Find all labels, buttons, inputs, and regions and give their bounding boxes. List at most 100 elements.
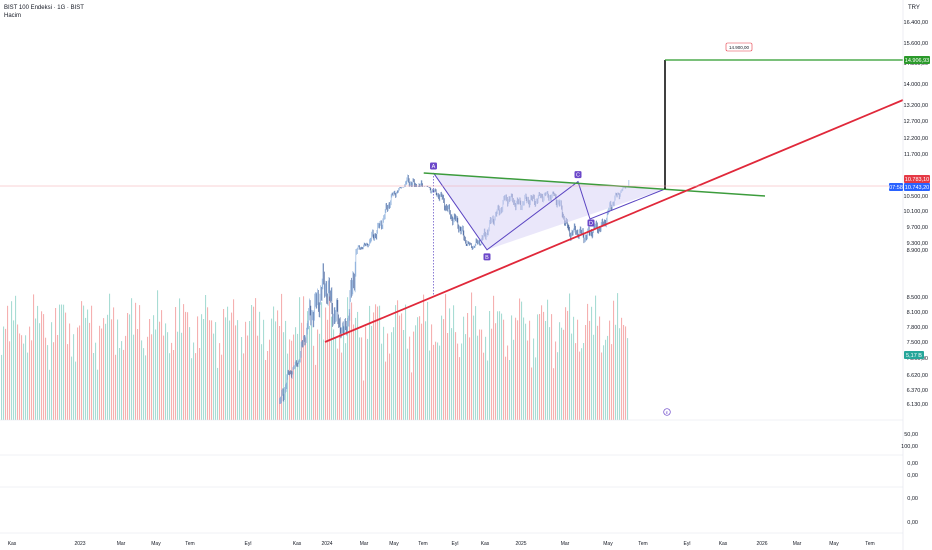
volume-bar xyxy=(383,326,385,420)
volume-bar xyxy=(33,294,35,420)
volume-bar xyxy=(151,334,153,420)
volume-bar xyxy=(627,338,629,420)
volume-bar xyxy=(195,353,197,420)
volume-bar xyxy=(145,355,147,420)
volume-bar xyxy=(625,326,627,420)
volume-bar xyxy=(209,320,211,420)
volume-bar xyxy=(347,297,349,420)
volume-bar xyxy=(597,325,599,420)
volume-bar xyxy=(425,321,427,420)
volume-bar xyxy=(541,305,543,420)
volume-bar xyxy=(433,344,435,420)
last-price-tag-bg xyxy=(904,183,930,191)
price-axis-tick: 13.200,00 xyxy=(904,103,928,109)
volume-bar xyxy=(149,319,151,420)
volume-bar xyxy=(617,293,619,420)
volume-tag: 5,17 B xyxy=(906,353,922,359)
volume-bar xyxy=(311,325,313,420)
volume-bar xyxy=(555,341,557,420)
volume-bar xyxy=(177,331,179,420)
volume-bar xyxy=(413,331,415,420)
volume-bar xyxy=(243,353,245,420)
volume-bar xyxy=(511,315,513,420)
volume-bar xyxy=(115,354,117,420)
volume-bar xyxy=(287,353,289,420)
last-price-tag: 10.743,20 xyxy=(905,185,929,191)
volume-bar xyxy=(27,352,29,420)
volume-bar xyxy=(567,310,569,420)
time-axis-label: Eyl xyxy=(684,541,691,547)
volume-bar xyxy=(543,311,545,420)
volume-bar xyxy=(43,314,45,420)
volume-bar xyxy=(337,348,339,420)
volume-bar xyxy=(281,293,283,420)
volume-bar xyxy=(127,313,129,420)
time-axis-label: 2023 xyxy=(74,541,85,547)
volume-bar xyxy=(369,305,371,420)
lower-axis-tick: 0,00 xyxy=(907,473,918,479)
volume-bar xyxy=(179,298,181,420)
volume-bar xyxy=(495,323,497,420)
currency-label: TRY xyxy=(908,5,920,11)
volume-bar xyxy=(441,315,443,420)
current-price-tag-bg xyxy=(904,175,930,183)
volume-bar xyxy=(471,292,473,420)
time-axis[interactable]: Kas 2023 Mar May Tem Eyl Kas 2024 Mar May Tem Eyl Ka… xyxy=(8,541,875,547)
volume-bar xyxy=(259,311,261,420)
volume-bar xyxy=(91,305,93,420)
volume-bar xyxy=(621,317,623,420)
volume-bar xyxy=(605,339,607,420)
volume-bar xyxy=(371,325,373,420)
lower-axis-tick: 100,00 xyxy=(901,444,918,450)
price-axis[interactable]: 16.400,0015.600,0014.800,0014.000,0013.2… xyxy=(902,0,928,550)
volume-bar xyxy=(11,301,13,420)
volume-bar xyxy=(181,332,183,420)
volume-bar xyxy=(241,337,243,420)
volume-bar xyxy=(501,313,503,420)
volume-bar xyxy=(295,327,297,420)
volume-bar xyxy=(613,300,615,420)
volume-bar xyxy=(607,335,609,420)
volume-bar xyxy=(101,328,103,420)
volume-bar xyxy=(477,335,479,420)
volume-bar xyxy=(535,357,537,420)
price-axis-tick: 9.700,00 xyxy=(907,225,928,231)
volume-bar xyxy=(591,306,593,420)
volume-bar xyxy=(351,302,353,420)
volume-bar xyxy=(59,304,61,420)
volume-bar xyxy=(3,326,5,420)
time-axis-label: Mar xyxy=(561,541,570,547)
volume-bar xyxy=(159,321,161,420)
volume-bar xyxy=(227,306,229,420)
volume-bar xyxy=(163,335,165,420)
volume-bar xyxy=(487,360,489,420)
lower-pane: 50,00 100,00 0,00 0,00 0,00 0,00 xyxy=(0,419,918,534)
lower-axis-tick: 0,00 xyxy=(907,520,918,526)
volume-bar xyxy=(47,345,49,420)
volume-bar xyxy=(185,311,187,420)
time-axis-label: Mar xyxy=(360,541,369,547)
volume-bar xyxy=(479,329,481,420)
volume-bar xyxy=(623,325,625,420)
volume-bar xyxy=(123,349,125,420)
price-axis-tick: 15.600,00 xyxy=(904,41,928,47)
volume-bar xyxy=(39,323,41,420)
time-axis-label: Kas xyxy=(719,541,728,547)
volume-bar xyxy=(205,295,207,420)
volume-bar xyxy=(265,360,267,420)
volume-bar xyxy=(49,369,51,420)
volume-bar xyxy=(403,330,405,420)
volume-bar xyxy=(453,305,455,420)
volume-bar xyxy=(215,322,217,420)
volume-bar xyxy=(31,340,33,420)
volume-bar xyxy=(293,334,295,420)
price-axis-tick: 6.130,00 xyxy=(907,402,928,408)
volume-bar xyxy=(73,334,75,420)
volume-bar xyxy=(117,319,119,420)
time-axis-label: Eyl xyxy=(452,541,459,547)
time-axis-label: Tem xyxy=(185,541,194,547)
volume-bar xyxy=(399,315,401,420)
volume-bar xyxy=(513,339,515,420)
